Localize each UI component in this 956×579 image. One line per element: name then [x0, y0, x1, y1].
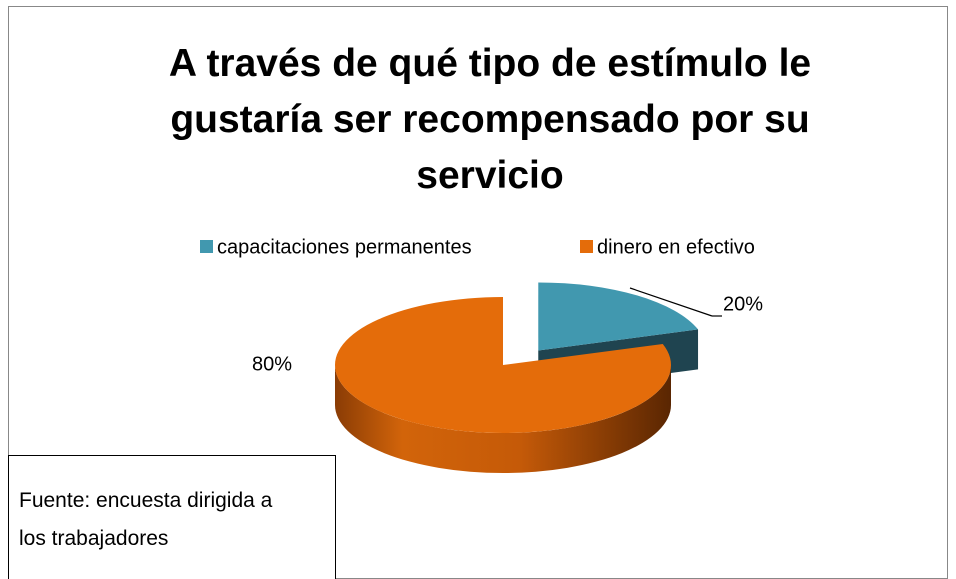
leader-line — [629, 287, 713, 317]
chart-title: A través de qué tipo de estímulo le gust… — [168, 42, 812, 197]
pie-slice — [335, 297, 671, 473]
data-label: 20% — [723, 293, 763, 315]
legend-label: dinero en efectivo — [597, 236, 755, 258]
legend-swatch — [200, 240, 213, 253]
annotation: Fuente: encuesta dirigida a los trabajad… — [8, 455, 336, 579]
legend-swatch — [580, 240, 593, 253]
data-label: 80% — [252, 353, 292, 375]
legend-label: capacitaciones permanentes — [217, 236, 472, 258]
